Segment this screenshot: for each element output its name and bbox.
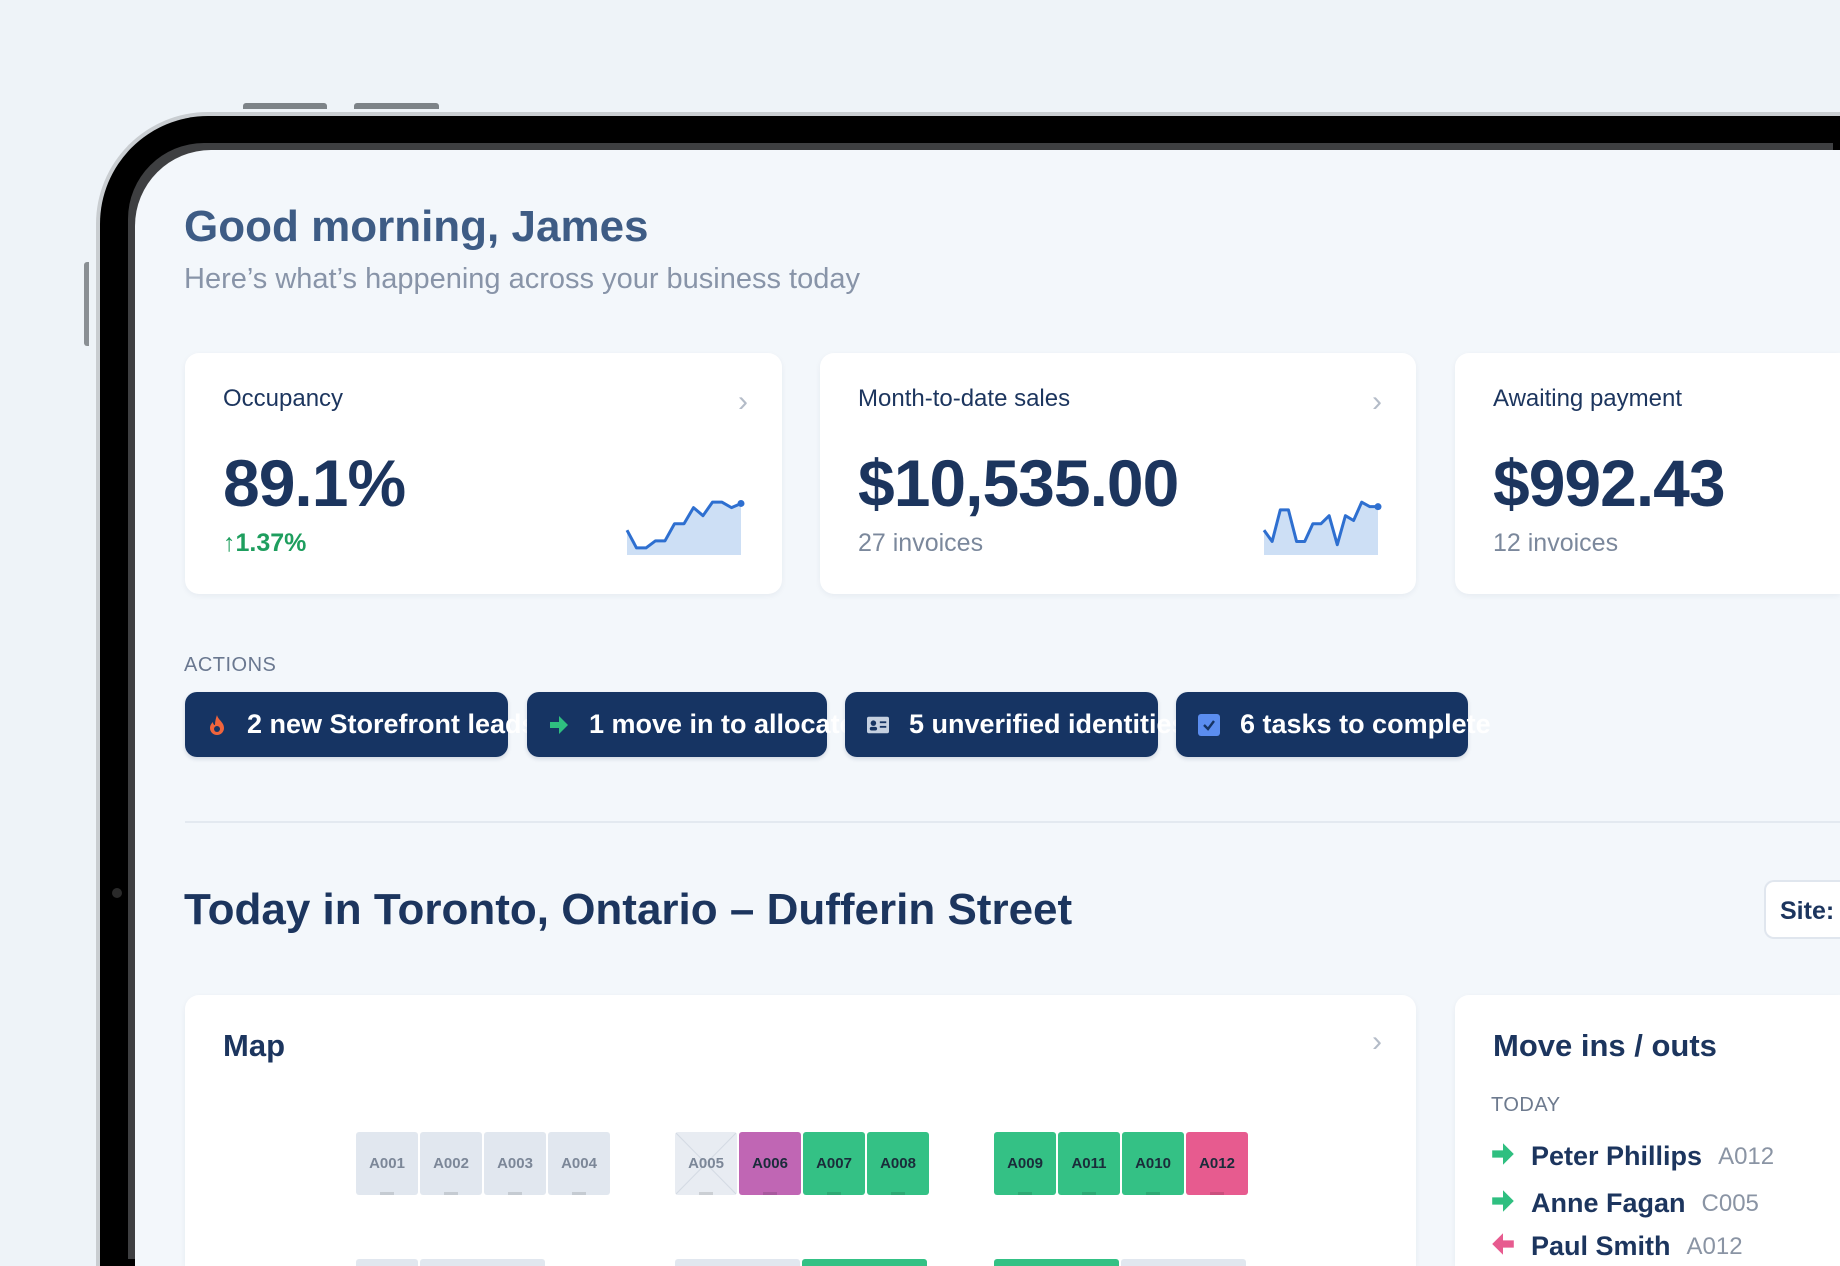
id-card-icon [867,714,889,736]
checkbox-icon [1198,713,1220,736]
storefront-leads-button[interactable]: 2 new Storefront leads [185,692,537,757]
map-unit-a009[interactable]: A009 [994,1132,1056,1195]
kpi-label: Occupancy [223,385,344,412]
sparkline-end-dot [1374,503,1382,511]
moves-section-label: TODAY [1491,1094,1561,1116]
map-unit-row2[interactable] [356,1259,418,1266]
device-top-button [243,103,327,109]
kpi-value: $992.43 [1493,446,1726,520]
arrow-right-icon [549,714,569,736]
chevron-right-icon[interactable]: › [1372,385,1382,418]
actions-heading: ACTIONS [184,654,277,676]
sparkline-line [1262,500,1378,547]
fire-icon [207,714,227,736]
move-unit: A012 [1686,1232,1743,1260]
sparkline-end-dot [737,499,745,507]
map-unit-a010[interactable]: A010 [1122,1132,1184,1195]
map-unit-row2[interactable] [802,1259,927,1266]
unverified-identities-button[interactable]: 5 unverified identities [845,692,1187,757]
map-unit-a004[interactable]: A004 [548,1132,610,1195]
button-label: 6 tasks to complete [1240,709,1491,739]
kpi-card-occupancy[interactable]: Occupancy › 89.1% ↑1.37% [185,353,782,594]
map-unit-row2[interactable] [420,1259,545,1266]
move-in-allocate-button[interactable]: 1 move in to allocate [527,692,855,757]
kpi-change-value: 1.37% [235,529,307,557]
tablet-screen: Good morning, James Here’s what’s happen… [135,150,1840,1266]
button-label: 5 unverified identities [909,709,1187,739]
move-row[interactable]: Paul Smith A012 [1491,1231,1743,1262]
button-label: 2 new Storefront leads [247,709,537,739]
map-unit-a001[interactable]: A001 [356,1132,418,1195]
camera-dot [112,888,122,898]
map-unit-a011[interactable]: A011 [1058,1132,1120,1195]
map-unit-a005[interactable]: A005 [675,1132,737,1195]
kpi-sub: 27 invoices [858,529,984,557]
kpi-label: Month-to-date sales [858,385,1071,412]
map-card: Map › A001 A002 A003 A004 A005 A006 A007 A008 A0… [185,995,1416,1266]
device-side-button [84,262,89,346]
move-name: Peter Phillips [1531,1141,1703,1171]
location-heading: Today in Toronto, Ontario – Dufferin Str… [184,885,1073,934]
move-unit: C005 [1701,1189,1759,1217]
map-unit-a012[interactable]: A012 [1186,1132,1248,1195]
moves-title: Move ins / outs [1493,1028,1717,1063]
button-label: 1 move in to allocate [589,709,855,739]
site-selector[interactable]: Site: [1764,880,1840,939]
map-title: Map [223,1028,285,1063]
move-in-arrow-icon [1491,1189,1515,1218]
tasks-complete-button[interactable]: 6 tasks to complete [1176,692,1491,757]
move-in-arrow-icon [1491,1142,1515,1171]
move-row[interactable]: Peter Phillips A012 [1491,1141,1774,1172]
kpi-card-awaiting-payment[interactable]: Awaiting payment $992.43 12 invoices [1455,353,1840,594]
sparkline-sales [1262,500,1382,555]
move-ins-outs-card: Move ins / outs TODAY Peter Phillips A01… [1455,995,1840,1266]
kpi-label: Awaiting payment [1493,385,1682,412]
map-unit-a006[interactable]: A006 [739,1132,801,1195]
map-unit-row2[interactable] [994,1259,1119,1266]
device-top-button [354,103,439,109]
subtitle: Here’s what’s happening across your busi… [184,263,860,295]
greeting: Good morning, James [184,202,649,251]
arrow-up-icon: ↑ [223,529,236,557]
kpi-card-sales[interactable]: Month-to-date sales › $10,535.00 27 invo… [820,353,1416,594]
map-unit-a002[interactable]: A002 [420,1132,482,1195]
kpi-sub: 12 invoices [1493,529,1619,557]
map-unit-row2[interactable] [675,1259,800,1266]
kpi-value: 89.1% [223,446,406,520]
sparkline-line [625,500,742,550]
map-unit-a003[interactable]: A003 [484,1132,546,1195]
move-row[interactable]: Anne Fagan C005 [1491,1188,1759,1219]
kpi-value: $10,535.00 [858,446,1179,520]
chevron-right-icon[interactable]: › [738,385,748,418]
kpi-change: ↑1.37% [223,529,306,558]
chevron-right-icon[interactable]: › [1372,1025,1382,1058]
move-out-arrow-icon [1491,1232,1515,1261]
section-divider [185,821,1840,823]
map-unit-a007[interactable]: A007 [803,1132,865,1195]
move-name: Paul Smith [1531,1231,1671,1261]
sparkline-area [1264,502,1378,555]
map-unit-row2[interactable] [1121,1259,1246,1266]
move-unit: A012 [1718,1142,1775,1170]
sparkline-occupancy [625,499,745,555]
map-unit-a008[interactable]: A008 [867,1132,929,1195]
move-name: Anne Fagan [1531,1188,1686,1218]
